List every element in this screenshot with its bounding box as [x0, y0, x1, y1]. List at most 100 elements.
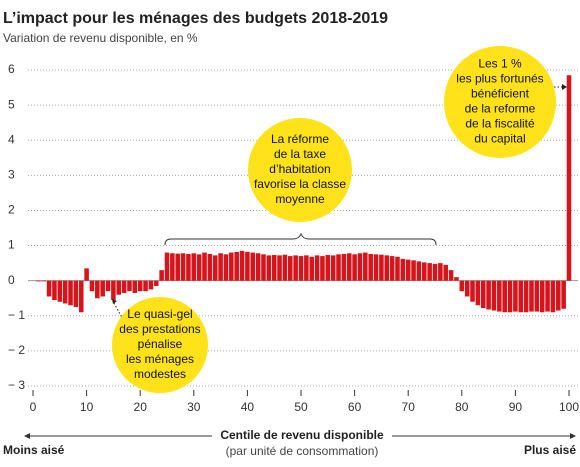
- bar: [352, 254, 357, 281]
- bar: [405, 259, 411, 281]
- bar: [459, 280, 465, 292]
- x-tick-label: 30: [187, 400, 201, 414]
- bar: [212, 255, 218, 281]
- annotation-text: les ménages: [126, 352, 194, 366]
- y-tick-label: 1: [8, 238, 15, 252]
- arrow-head: [112, 299, 117, 304]
- bar: [320, 256, 325, 281]
- bar: [389, 256, 395, 281]
- bar: [416, 261, 422, 281]
- bar: [288, 256, 293, 281]
- bar: [41, 280, 46, 282]
- bar: [298, 256, 304, 281]
- bar: [175, 253, 180, 281]
- bar: [475, 280, 481, 306]
- bar: [529, 280, 534, 312]
- x-tick-label: 0: [30, 400, 37, 414]
- bar: [277, 255, 282, 281]
- bar: [293, 255, 298, 281]
- bar: [148, 280, 154, 290]
- bar: [497, 280, 502, 312]
- x-tick-label: 90: [509, 400, 523, 414]
- annotation-text: bénéficient: [471, 87, 530, 101]
- bar: [470, 280, 475, 302]
- bar: [137, 280, 143, 292]
- bar: [336, 254, 341, 281]
- bar: [454, 277, 459, 281]
- y-tick-label: 0: [8, 273, 15, 287]
- bar: [363, 252, 368, 281]
- bar: [271, 255, 277, 281]
- bar: [266, 255, 272, 281]
- bar: [427, 263, 432, 281]
- bar: [46, 280, 52, 297]
- x-tick-label: 100: [559, 400, 579, 414]
- x-left-label: Moins aisé: [3, 443, 65, 457]
- bar: [545, 280, 550, 312]
- bar: [486, 280, 491, 310]
- y-tick-label: 2: [8, 203, 15, 217]
- bar: [180, 253, 186, 281]
- annotation-text: modestes: [134, 367, 186, 381]
- bar: [438, 263, 443, 281]
- bar: [261, 254, 266, 281]
- bar: [78, 280, 84, 313]
- bar: [127, 280, 132, 292]
- y-tick-label: − 3: [8, 378, 25, 392]
- bar: [539, 280, 545, 313]
- y-tick-label: − 1: [8, 308, 25, 322]
- bar: [111, 280, 116, 300]
- bar: [132, 280, 138, 293]
- annotation-circle: [248, 118, 352, 222]
- bar: [513, 280, 518, 312]
- bar: [464, 280, 470, 297]
- bar: [443, 264, 448, 281]
- bar: [330, 255, 336, 281]
- bar: [502, 280, 507, 313]
- bar: [105, 280, 111, 292]
- y-tick-label: 4: [8, 132, 15, 146]
- bar: [154, 280, 159, 286]
- bar: [202, 252, 207, 281]
- annotation-text: La réforme: [271, 132, 329, 146]
- bar: [218, 253, 223, 281]
- y-tick-label: 6: [8, 62, 15, 76]
- bar: [95, 280, 100, 299]
- y-tick-label: − 2: [8, 343, 25, 357]
- bar: [566, 75, 572, 281]
- x-tick-label: 50: [294, 400, 308, 414]
- bar: [346, 253, 352, 281]
- bar: [550, 280, 556, 313]
- bar: [121, 280, 127, 293]
- annotation-text: de la reforme: [465, 102, 536, 116]
- bar: [523, 280, 529, 313]
- bar: [373, 254, 379, 281]
- x-tick-label: 40: [241, 400, 255, 414]
- chart-title: L’impact pour les ménages des budgets 20…: [3, 10, 388, 27]
- bar: [304, 255, 309, 281]
- bar: [191, 253, 197, 281]
- bar: [239, 250, 245, 281]
- annotation-text: d’habitation: [269, 162, 330, 176]
- bar: [52, 280, 57, 300]
- x-right-label: Plus aisé: [524, 443, 576, 457]
- bar: [68, 280, 73, 306]
- y-tick-label: 3: [8, 168, 15, 182]
- bar: [73, 280, 79, 307]
- x-tick-label: 20: [134, 400, 148, 414]
- bar: [314, 255, 320, 281]
- bar: [411, 260, 416, 281]
- annotation-circle: [444, 46, 556, 158]
- bar: [186, 253, 191, 281]
- bar: [379, 254, 384, 281]
- bar: [159, 270, 164, 281]
- bar: [143, 280, 148, 292]
- label-bg: [212, 428, 392, 444]
- bar: [325, 255, 331, 281]
- annotation-text: de la taxe: [274, 147, 326, 161]
- bar: [282, 254, 288, 281]
- bar: [229, 252, 234, 281]
- annotation-text: Le quasi-gel: [127, 307, 192, 321]
- bar: [223, 254, 229, 281]
